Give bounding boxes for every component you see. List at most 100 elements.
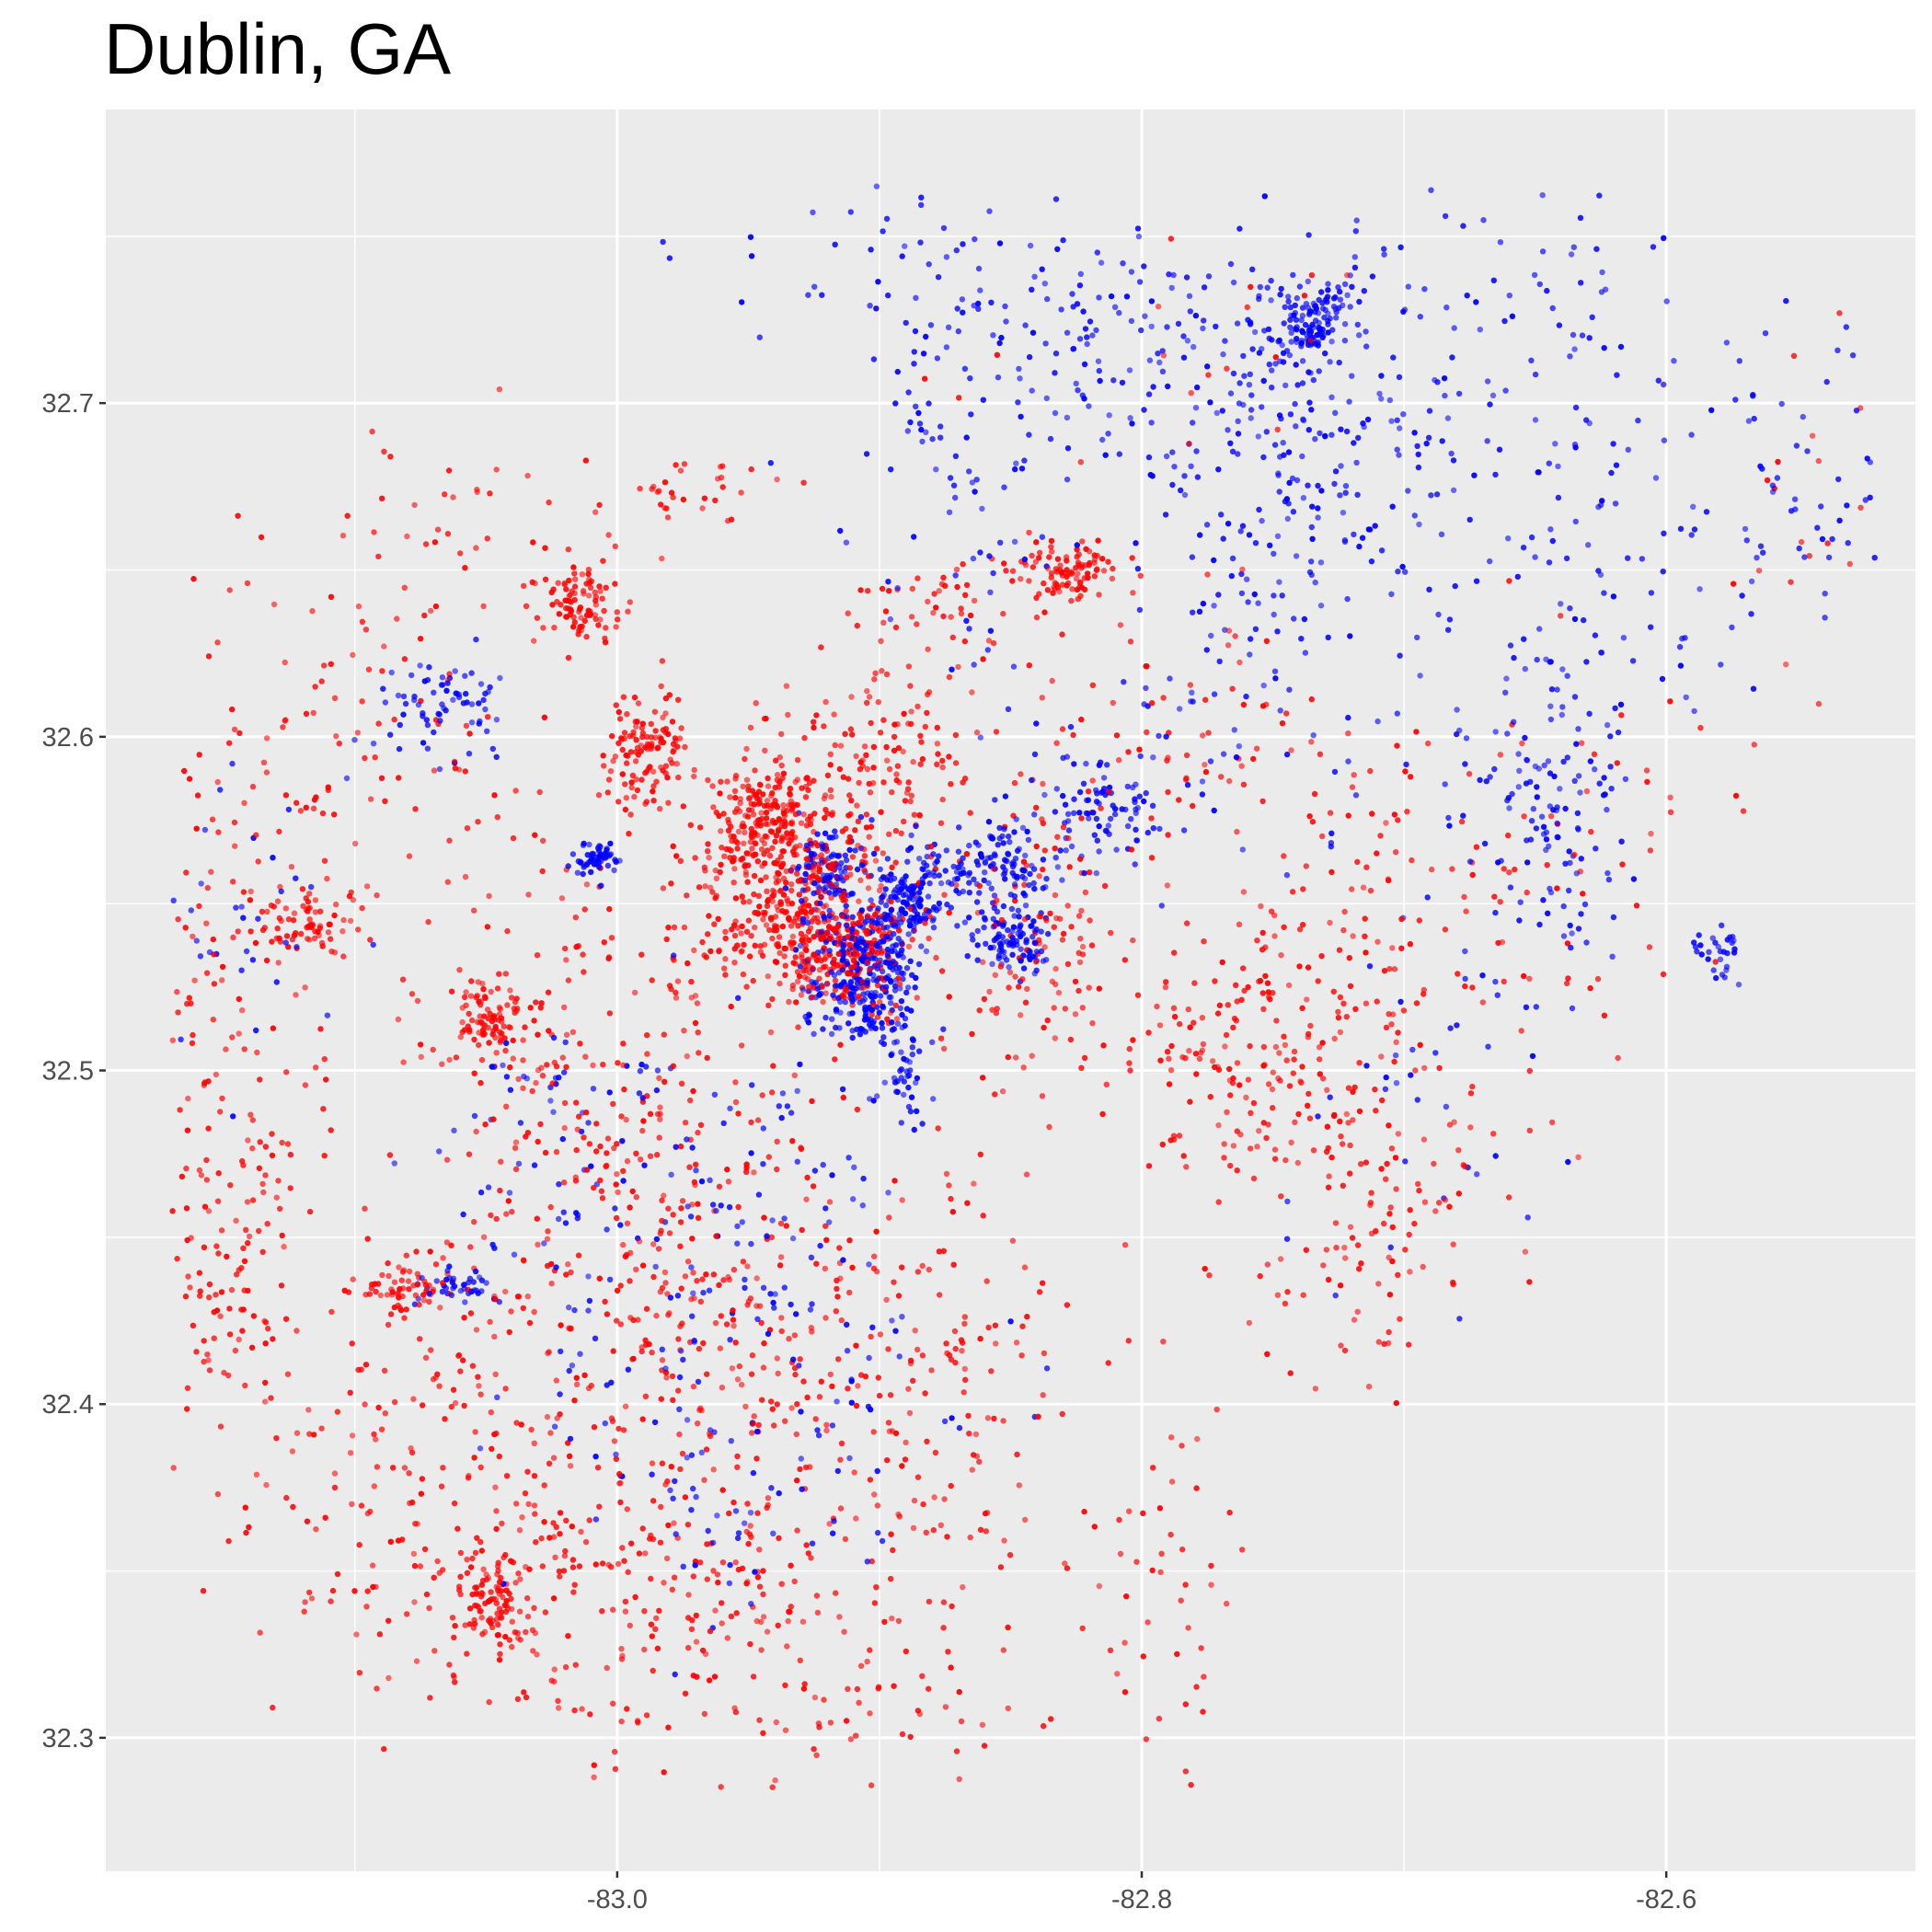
grid-lines — [106, 109, 1915, 1871]
data-point — [882, 886, 889, 892]
data-point — [201, 1080, 208, 1087]
data-point — [618, 1718, 625, 1725]
data-point — [1317, 603, 1325, 609]
data-point — [274, 898, 282, 904]
data-point — [760, 1161, 766, 1167]
data-point — [1469, 1083, 1476, 1090]
data-point — [867, 303, 873, 309]
data-point — [677, 857, 684, 864]
data-point — [1225, 427, 1231, 433]
data-point — [1087, 917, 1093, 924]
data-point — [670, 1212, 676, 1218]
data-point — [501, 1035, 508, 1041]
data-point — [864, 980, 870, 986]
data-point — [303, 804, 309, 811]
data-point — [313, 1064, 319, 1071]
data-point — [784, 830, 790, 836]
data-point — [719, 1600, 725, 1606]
data-point — [914, 1474, 922, 1480]
data-point — [249, 957, 257, 963]
data-point — [604, 1664, 610, 1672]
data-point — [1306, 1115, 1314, 1121]
data-point — [410, 1396, 417, 1402]
data-point — [787, 1608, 793, 1616]
data-point — [899, 1463, 905, 1469]
data-point — [563, 1271, 569, 1278]
data-point — [1221, 1141, 1227, 1147]
data-point — [472, 1549, 479, 1557]
data-point — [1592, 766, 1598, 773]
data-point — [1723, 339, 1731, 346]
data-point — [1568, 944, 1574, 951]
data-point — [1087, 318, 1094, 325]
data-point — [1323, 1148, 1330, 1156]
data-point — [857, 759, 864, 765]
data-point — [1040, 866, 1046, 873]
data-point — [1492, 729, 1499, 735]
data-point — [256, 1227, 262, 1235]
data-point — [390, 1465, 397, 1471]
data-point — [754, 1316, 761, 1323]
data-point — [667, 1294, 674, 1301]
data-point — [334, 1409, 341, 1415]
data-point — [782, 1418, 788, 1424]
data-point — [783, 683, 790, 689]
data-point — [363, 1604, 370, 1610]
data-point — [1100, 775, 1108, 781]
data-point — [939, 764, 946, 771]
data-point — [983, 1278, 990, 1284]
data-point — [1363, 864, 1370, 870]
data-point — [810, 1183, 817, 1190]
data-point — [853, 753, 859, 760]
data-point — [659, 1357, 666, 1363]
data-point — [955, 848, 962, 855]
data-point — [1416, 917, 1423, 924]
data-point — [1143, 1736, 1150, 1742]
data-point — [1774, 475, 1781, 481]
data-point — [304, 936, 311, 942]
data-point — [811, 890, 817, 897]
data-point — [889, 1616, 895, 1622]
data-point — [1374, 938, 1381, 945]
data-point — [576, 1113, 582, 1120]
data-point — [1691, 707, 1697, 715]
data-point — [1093, 799, 1100, 805]
data-point — [1560, 933, 1568, 939]
data-point — [1200, 1708, 1206, 1715]
data-point — [385, 1674, 392, 1682]
data-point — [1564, 673, 1570, 679]
data-point — [966, 468, 972, 475]
data-point — [1069, 586, 1075, 592]
data-point — [497, 1187, 503, 1194]
data-point — [1277, 1256, 1284, 1262]
data-point — [397, 721, 403, 729]
data-point — [981, 995, 988, 1003]
data-point — [887, 615, 894, 623]
data-point — [963, 617, 970, 624]
data-point — [1740, 808, 1747, 814]
data-point — [880, 717, 887, 723]
data-point — [419, 1476, 426, 1482]
data-point — [418, 1490, 425, 1497]
data-point — [232, 1347, 239, 1354]
data-point — [1248, 636, 1254, 642]
data-point — [565, 1440, 571, 1446]
data-point — [546, 1535, 553, 1541]
data-point — [1098, 805, 1104, 811]
data-point — [1283, 751, 1291, 758]
data-point — [259, 1248, 266, 1256]
data-point — [1299, 1005, 1305, 1012]
data-point — [661, 1078, 668, 1086]
data-point — [1515, 751, 1522, 757]
data-point — [1420, 1136, 1428, 1143]
data-point — [236, 995, 242, 1003]
data-point — [1571, 694, 1579, 700]
data-point — [1026, 578, 1032, 584]
data-point — [1386, 1328, 1392, 1336]
data-point — [671, 957, 677, 963]
data-point — [196, 752, 202, 758]
data-point — [734, 1240, 741, 1247]
data-point — [1088, 942, 1096, 949]
data-point — [1243, 1094, 1249, 1101]
data-point — [860, 984, 867, 991]
